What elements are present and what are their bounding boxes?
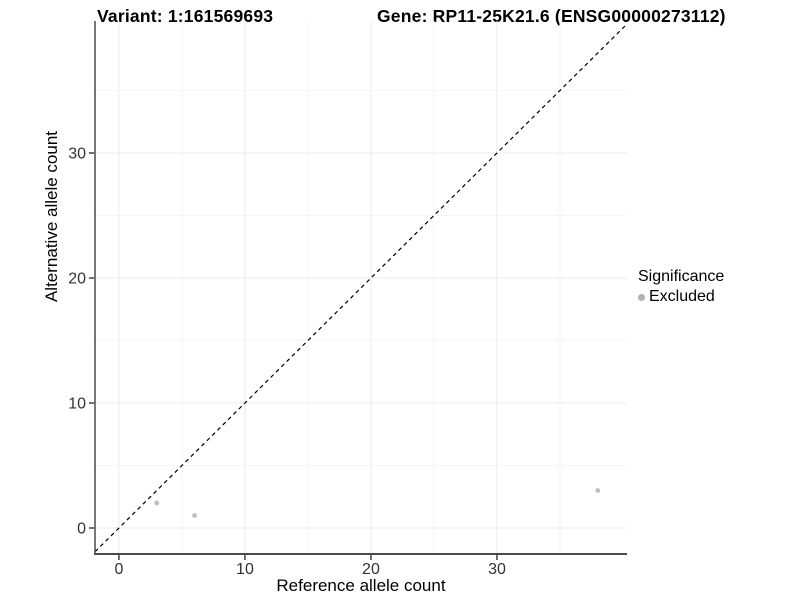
x-axis-title: Reference allele count: [276, 576, 446, 595]
data-point: [192, 513, 197, 518]
gene-title: Gene: RP11-25K21.6 (ENSG00000273112): [377, 6, 726, 26]
y-tick-label: 0: [77, 521, 86, 538]
y-tick-label: 30: [68, 146, 86, 163]
y-axis-title: Alternative allele count: [42, 130, 61, 303]
y-tick-label: 20: [68, 271, 86, 288]
x-tick-label: 20: [362, 561, 380, 578]
legend-item-label: Excluded: [649, 288, 715, 305]
x-tick-label: 30: [488, 561, 506, 578]
data-point: [595, 488, 601, 493]
data-point: [154, 500, 160, 506]
variant-title: Variant: 1:161569693: [97, 6, 274, 26]
y-tick-label: 10: [68, 396, 86, 413]
legend: Significance Excluded: [638, 268, 724, 306]
x-tick-label: 0: [114, 561, 123, 578]
excluded-point-icon: [638, 293, 645, 301]
identity-dashed-line: [94, 23, 628, 553]
legend-item-excluded: Excluded: [638, 288, 724, 306]
x-tick-label: 10: [236, 561, 254, 578]
legend-title: Significance: [638, 268, 725, 285]
